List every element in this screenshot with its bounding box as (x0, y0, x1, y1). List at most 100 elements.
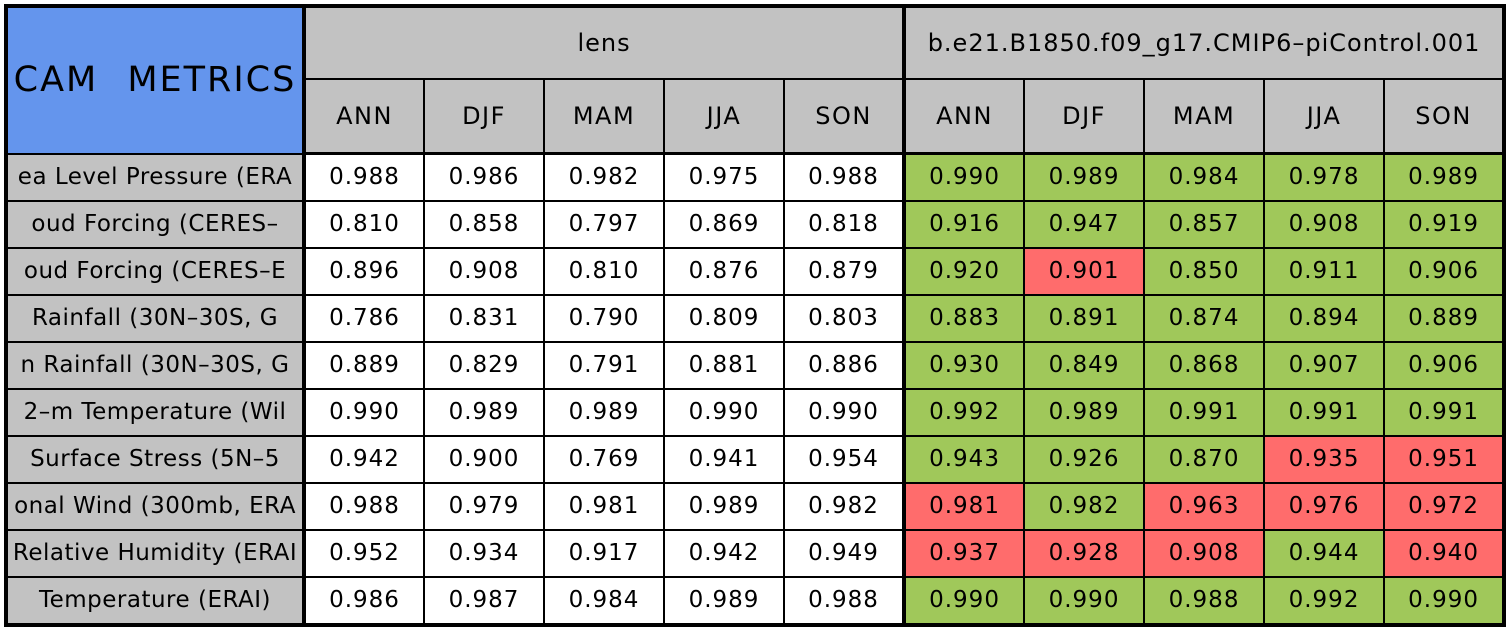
row-label: Relative Humidity (ERAI (5, 528, 305, 578)
metric-cell: 0.797 (543, 199, 665, 249)
metric-cell: 0.988 (1143, 575, 1266, 626)
metric-cell: 0.900 (423, 434, 545, 484)
metric-cell: 0.942 (663, 528, 785, 578)
metric-cell: 0.818 (782, 199, 906, 249)
metric-cell: 0.769 (543, 434, 665, 484)
metric-cell: 0.930 (902, 340, 1026, 390)
metric-cell: 0.917 (543, 528, 665, 578)
metric-cell: 0.916 (902, 199, 1026, 249)
row-label: onal Wind (300mb, ERA (5, 481, 305, 531)
metric-cell: 0.906 (1383, 340, 1506, 390)
metric-cell: 0.876 (663, 246, 785, 296)
metric-cell: 0.986 (302, 575, 425, 626)
metric-cell: 0.868 (1143, 340, 1266, 390)
row-label: Rainfall (30N–30S, G (5, 293, 305, 343)
metric-cell: 0.942 (302, 434, 425, 484)
metric-cell: 0.940 (1383, 528, 1506, 578)
season-header-row: ANN DJF MAM JJA SON ANN DJF MAM JJA SON (6, 78, 1506, 155)
metric-cell: 0.988 (302, 152, 425, 202)
metric-cell: 0.990 (782, 387, 906, 437)
metric-cell: 0.919 (1383, 199, 1506, 249)
metric-cell: 0.989 (663, 481, 785, 531)
table-row: Surface Stress (5N–5 0.942 0.900 0.769 0… (5, 434, 1506, 484)
metric-cell: 0.989 (423, 387, 545, 437)
metric-cell: 0.954 (782, 434, 906, 484)
table-row: 2–m Temperature (Wil 0.990 0.989 0.989 0… (5, 387, 1506, 437)
metric-cell: 0.937 (902, 528, 1026, 578)
metric-cell: 0.988 (782, 575, 906, 626)
metric-cell: 0.947 (1023, 199, 1146, 249)
metric-cell: 0.988 (302, 481, 425, 531)
season-header-son: SON (1383, 78, 1506, 155)
table-row: Temperature (ERAI) 0.986 0.987 0.984 0.9… (5, 575, 1506, 626)
season-header-ann: ANN (902, 78, 1026, 155)
metric-cell: 0.881 (663, 340, 785, 390)
metric-cell: 0.990 (902, 152, 1026, 202)
metric-cell: 0.990 (1383, 575, 1506, 626)
season-header-mam: MAM (543, 78, 665, 155)
table-row: Relative Humidity (ERAI 0.952 0.934 0.91… (5, 528, 1506, 578)
metric-cell: 0.990 (902, 575, 1026, 626)
season-header-mam: MAM (1143, 78, 1266, 155)
season-header-ann: ANN (302, 78, 425, 155)
row-label: 2–m Temperature (Wil (5, 387, 305, 437)
table-title: CAM METRICS (5, 5, 305, 155)
metric-cell: 0.869 (663, 199, 785, 249)
table-row: oud Forcing (CERES– 0.810 0.858 0.797 0.… (5, 199, 1506, 249)
group-header-lens: lens (301, 5, 906, 80)
group-header-control-case: b.e21.B1850.f09_g17.CMIP6–piControl.001 (902, 5, 1506, 80)
metric-cell: 0.979 (423, 481, 545, 531)
metric-cell: 0.951 (1383, 434, 1506, 484)
metric-cell: 0.857 (1143, 199, 1266, 249)
metric-cell: 0.952 (302, 528, 425, 578)
season-header-djf: DJF (1023, 78, 1146, 155)
cam-metrics-table: CAM METRICS lens b.e21.B1850.f09_g17.CMI… (4, 4, 1507, 627)
metric-cell: 0.911 (1263, 246, 1386, 296)
metric-cell: 0.810 (302, 199, 425, 249)
metric-cell: 0.889 (302, 340, 425, 390)
table-row: n Rainfall (30N–30S, G 0.889 0.829 0.791… (5, 340, 1506, 390)
metric-cell: 0.978 (1263, 152, 1386, 202)
metric-cell: 0.934 (423, 528, 545, 578)
metric-cell: 0.803 (782, 293, 906, 343)
metric-cell: 0.790 (543, 293, 665, 343)
metric-cell: 0.981 (902, 481, 1026, 531)
metric-cell: 0.990 (302, 387, 425, 437)
season-header-jja: JJA (663, 78, 785, 155)
metric-cell: 0.989 (1383, 152, 1506, 202)
metric-cell: 0.989 (663, 575, 785, 626)
metric-cell: 0.849 (1023, 340, 1146, 390)
metric-cell: 0.991 (1263, 387, 1386, 437)
row-label: ea Level Pressure (ERA (5, 152, 305, 202)
table-row: onal Wind (300mb, ERA 0.988 0.979 0.981 … (5, 481, 1506, 531)
metric-cell: 0.949 (782, 528, 906, 578)
metric-cell: 0.992 (1263, 575, 1386, 626)
season-header-son: SON (782, 78, 906, 155)
metric-cell: 0.981 (543, 481, 665, 531)
table-row: Rainfall (30N–30S, G 0.786 0.831 0.790 0… (5, 293, 1506, 343)
metric-cell: 0.988 (782, 152, 906, 202)
metric-cell: 0.886 (782, 340, 906, 390)
metric-cell: 0.972 (1383, 481, 1506, 531)
metric-cell: 0.908 (1263, 199, 1386, 249)
season-header-djf: DJF (423, 78, 545, 155)
metric-cell: 0.991 (1143, 387, 1266, 437)
metric-cell: 0.883 (902, 293, 1026, 343)
group-header-row: CAM METRICS lens b.e21.B1850.f09_g17.CMI… (5, 5, 1506, 155)
metric-cell: 0.984 (543, 575, 665, 626)
metric-cell: 0.982 (543, 152, 665, 202)
metric-cell: 0.935 (1263, 434, 1386, 484)
metric-cell: 0.831 (423, 293, 545, 343)
metric-cell: 0.926 (1023, 434, 1146, 484)
metric-cell: 0.894 (1263, 293, 1386, 343)
metric-cell: 0.907 (1263, 340, 1386, 390)
metric-cell: 0.906 (1383, 246, 1506, 296)
metric-cell: 0.987 (423, 575, 545, 626)
metric-cell: 0.879 (782, 246, 906, 296)
metric-cell: 0.991 (1383, 387, 1506, 437)
metric-cell: 0.870 (1143, 434, 1266, 484)
metric-cell: 0.908 (1143, 528, 1266, 578)
metric-cell: 0.989 (1023, 387, 1146, 437)
metric-cell: 0.984 (1143, 152, 1266, 202)
row-label: oud Forcing (CERES– (5, 199, 305, 249)
